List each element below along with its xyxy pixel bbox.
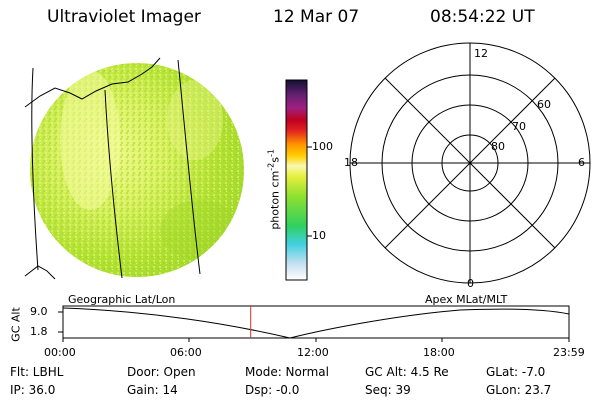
x-tick-1800: 18:00 [423,346,455,359]
info-gc-alt: GC Alt: 4.5 Re [365,365,449,379]
info-gain: Gain: 14 [127,383,178,397]
lat-label-70: 70 [512,120,526,133]
mlt-label-12: 12 [474,47,488,60]
timeline-plot [58,305,570,342]
geo-latlon-label: Geographic Lat/Lon [68,293,176,306]
geo-grid-lines [24,57,201,280]
info-filter: Flt: LBHL [10,365,64,379]
header-date: 12 Mar 07 [273,7,360,27]
mlt-label-0: 0 [467,277,474,290]
apex-mlat-label: Apex MLat/MLT [425,293,508,306]
info-glon: GLon: 23.7 [486,383,552,397]
polar-plot [349,42,591,284]
y-axis-label: GC Alt [9,307,23,342]
x-tick-1200: 12:00 [297,346,329,359]
colorbar-unit-label: photon cm-2s-1 [266,149,282,230]
info-mode: Mode: Normal [245,365,329,379]
info-glat: GLat: -7.0 [486,365,546,379]
colorbar-tick-100: 100 [312,140,333,153]
lat-label-60: 60 [537,98,551,111]
x-tick-2359: 23:59 [553,346,585,359]
info-ip: IP: 36.0 [10,383,56,397]
info-dsp: Dsp: -0.0 [245,383,300,397]
altitude-curve [62,307,570,339]
y-tick-top: 9.0 [30,305,48,318]
lat-label-80: 80 [491,140,505,153]
mlt-label-18: 18 [344,156,358,169]
app-title: Ultraviolet Imager [47,7,201,27]
x-tick-0600: 06:00 [170,346,202,359]
info-door: Door: Open [127,365,196,379]
header-time: 08:54:22 UT [430,7,535,27]
x-tick-0000: 00:00 [44,346,76,359]
colorbar [285,79,312,281]
mlt-label-6: 6 [578,156,585,169]
info-seq: Seq: 39 [365,383,411,397]
y-tick-bottom: 1.8 [30,325,48,338]
uv-image-disk [30,63,244,277]
colorbar-tick-10: 10 [312,229,326,242]
